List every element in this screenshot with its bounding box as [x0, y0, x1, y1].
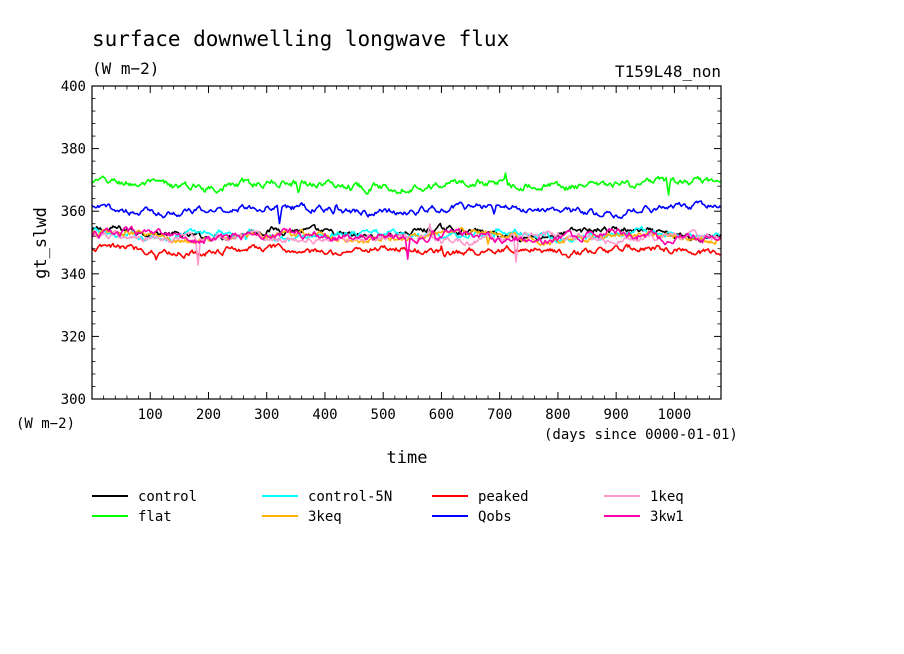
x-tick-label: 300 [254, 407, 279, 423]
series-line-flat [91, 172, 722, 196]
series-layer [91, 172, 722, 266]
y-axis-units: (W m−2) [16, 416, 75, 432]
title-units: (W m−2) [92, 59, 159, 78]
legend-label: control-5N [308, 489, 392, 505]
x-tick-label: 700 [487, 407, 512, 423]
y-tick-label: 340 [61, 267, 86, 283]
legend-label: 3keq [308, 509, 342, 525]
x-tick-label: 800 [545, 407, 570, 423]
x-tick-label: 100 [138, 407, 163, 423]
x-tick-label: 1000 [658, 407, 692, 423]
x-tick-label: 900 [604, 407, 629, 423]
run-label: T159L48_non [615, 62, 721, 81]
legend-label: flat [138, 509, 172, 525]
x-tick-label: 500 [371, 407, 396, 423]
x-tick-label: 600 [429, 407, 454, 423]
x-tick-label: 200 [196, 407, 221, 423]
legend-label: peaked [478, 489, 529, 505]
y-tick-label: 320 [61, 329, 86, 345]
y-tick-label: 360 [61, 204, 86, 220]
x-axis-title: time [387, 448, 428, 468]
legend-label: Qobs [478, 509, 512, 525]
y-tick-label: 400 [61, 79, 86, 95]
x-tick-label: 400 [312, 407, 337, 423]
x-axis-units: (days since 0000-01-01) [544, 427, 738, 443]
series-line-Qobs [91, 200, 722, 225]
y-tick-label: 300 [61, 392, 86, 408]
legend-label: control [138, 489, 197, 505]
plot-frame [91, 85, 722, 400]
y-tick-label: 380 [61, 142, 86, 158]
legend-label: 1keq [650, 489, 684, 505]
chart-title: surface downwelling longwave flux [92, 27, 509, 51]
series-line-3kw1 [91, 225, 722, 261]
series-line-1keq [91, 223, 722, 266]
legend: control flat control-5N 3keq peaked Qobs 1keq 3… [92, 489, 684, 525]
legend-label: 3kw1 [650, 509, 684, 525]
y-axis-title: gt_slwd [31, 207, 51, 279]
